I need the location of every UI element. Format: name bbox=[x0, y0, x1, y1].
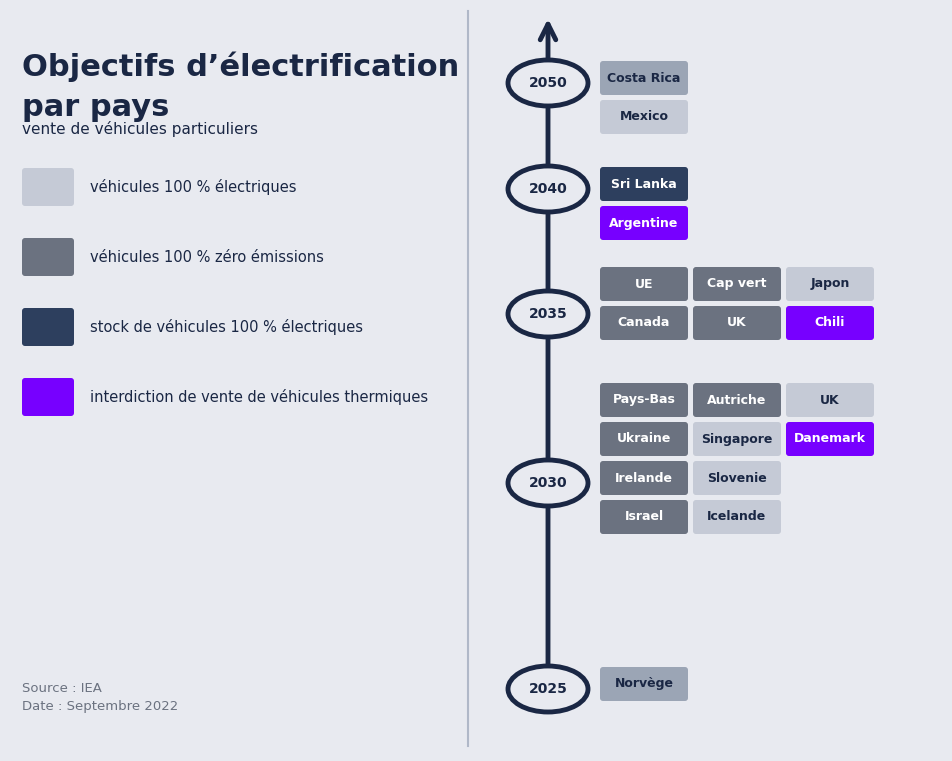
FancyBboxPatch shape bbox=[600, 500, 688, 534]
FancyBboxPatch shape bbox=[600, 383, 688, 417]
Text: interdiction de vente de véhicules thermiques: interdiction de vente de véhicules therm… bbox=[90, 389, 428, 405]
FancyBboxPatch shape bbox=[693, 383, 781, 417]
Text: stock de véhicules 100 % électriques: stock de véhicules 100 % électriques bbox=[90, 319, 363, 335]
FancyBboxPatch shape bbox=[786, 306, 874, 340]
Text: Chili: Chili bbox=[815, 317, 845, 330]
Text: Irelande: Irelande bbox=[615, 472, 673, 485]
FancyBboxPatch shape bbox=[693, 500, 781, 534]
Text: Israel: Israel bbox=[625, 511, 664, 524]
Ellipse shape bbox=[508, 460, 588, 506]
FancyBboxPatch shape bbox=[693, 422, 781, 456]
Text: Autriche: Autriche bbox=[707, 393, 766, 406]
Text: 2040: 2040 bbox=[528, 182, 567, 196]
FancyBboxPatch shape bbox=[600, 422, 688, 456]
Text: UK: UK bbox=[727, 317, 746, 330]
Ellipse shape bbox=[508, 60, 588, 106]
Text: Singapore: Singapore bbox=[702, 432, 773, 445]
Text: vente de véhicules particuliers: vente de véhicules particuliers bbox=[22, 121, 258, 137]
Text: 2030: 2030 bbox=[528, 476, 567, 490]
Text: Source : IEA
Date : Septembre 2022: Source : IEA Date : Septembre 2022 bbox=[22, 682, 178, 713]
FancyBboxPatch shape bbox=[22, 308, 74, 346]
FancyBboxPatch shape bbox=[600, 61, 688, 95]
Text: 2050: 2050 bbox=[528, 76, 567, 90]
FancyBboxPatch shape bbox=[600, 267, 688, 301]
Ellipse shape bbox=[508, 166, 588, 212]
FancyBboxPatch shape bbox=[693, 461, 781, 495]
Text: véhicules 100 % zéro émissions: véhicules 100 % zéro émissions bbox=[90, 250, 324, 265]
Text: Objectifs d’électrification: Objectifs d’électrification bbox=[22, 51, 459, 81]
Ellipse shape bbox=[508, 666, 588, 712]
Text: Slovenie: Slovenie bbox=[707, 472, 767, 485]
Text: véhicules 100 % électriques: véhicules 100 % électriques bbox=[90, 179, 296, 195]
Text: Cap vert: Cap vert bbox=[707, 278, 766, 291]
Text: Ukraine: Ukraine bbox=[617, 432, 671, 445]
Text: Mexico: Mexico bbox=[620, 110, 668, 123]
Text: Norvège: Norvège bbox=[614, 677, 673, 690]
Text: Icelande: Icelande bbox=[707, 511, 766, 524]
Text: 2035: 2035 bbox=[528, 307, 567, 321]
FancyBboxPatch shape bbox=[693, 306, 781, 340]
Text: UK: UK bbox=[821, 393, 840, 406]
Text: Sri Lanka: Sri Lanka bbox=[611, 177, 677, 190]
FancyBboxPatch shape bbox=[22, 238, 74, 276]
Text: 2025: 2025 bbox=[528, 682, 567, 696]
Text: Argentine: Argentine bbox=[609, 216, 679, 230]
FancyBboxPatch shape bbox=[600, 461, 688, 495]
Text: par pays: par pays bbox=[22, 93, 169, 122]
FancyBboxPatch shape bbox=[600, 167, 688, 201]
FancyBboxPatch shape bbox=[600, 100, 688, 134]
FancyBboxPatch shape bbox=[786, 267, 874, 301]
Text: Canada: Canada bbox=[618, 317, 670, 330]
Text: UE: UE bbox=[635, 278, 653, 291]
Text: Danemark: Danemark bbox=[794, 432, 866, 445]
Text: Japon: Japon bbox=[810, 278, 850, 291]
FancyBboxPatch shape bbox=[600, 306, 688, 340]
FancyBboxPatch shape bbox=[786, 383, 874, 417]
FancyBboxPatch shape bbox=[22, 168, 74, 206]
Text: Pays-Bas: Pays-Bas bbox=[612, 393, 675, 406]
FancyBboxPatch shape bbox=[600, 206, 688, 240]
FancyBboxPatch shape bbox=[693, 267, 781, 301]
FancyBboxPatch shape bbox=[786, 422, 874, 456]
FancyBboxPatch shape bbox=[22, 378, 74, 416]
Text: Costa Rica: Costa Rica bbox=[607, 72, 681, 84]
Ellipse shape bbox=[508, 291, 588, 337]
FancyBboxPatch shape bbox=[600, 667, 688, 701]
